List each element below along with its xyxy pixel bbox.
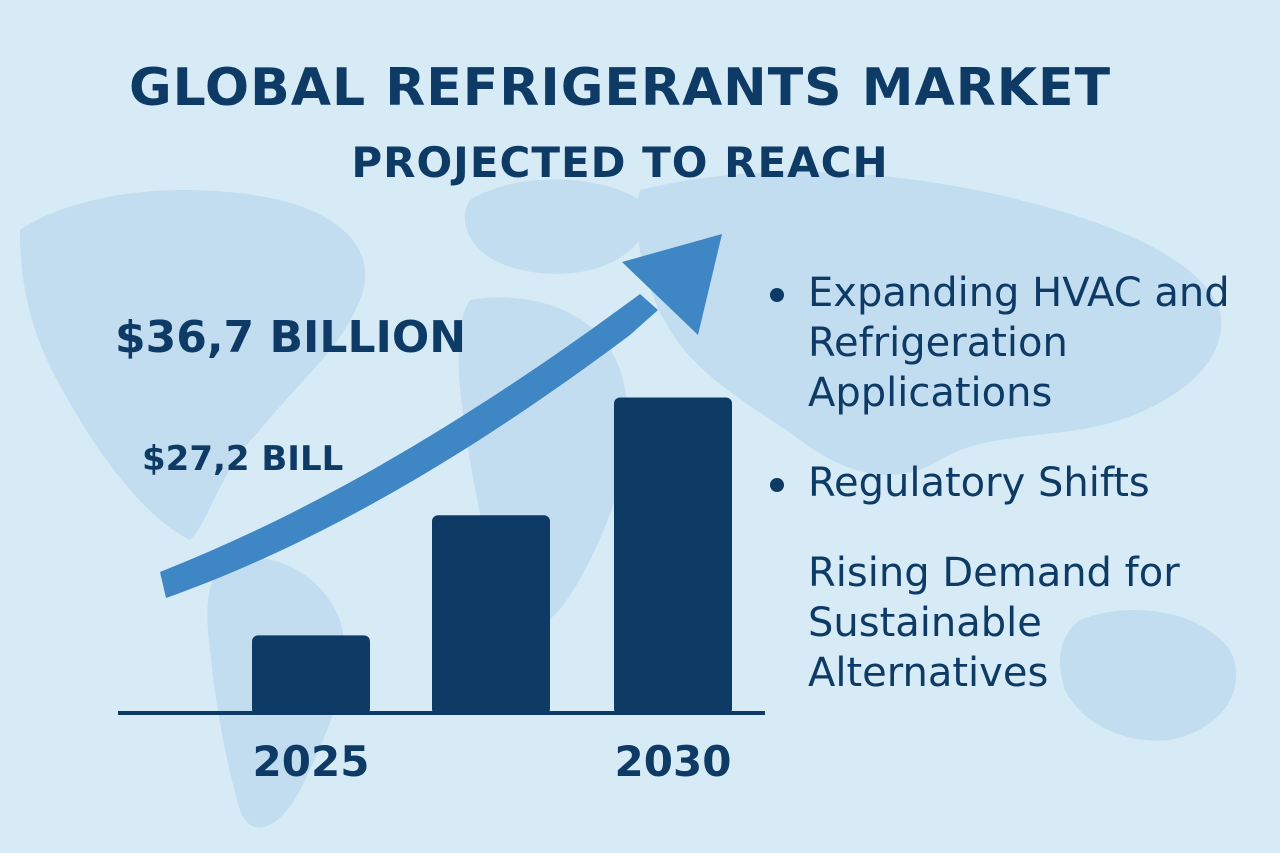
bullet-dot-icon — [770, 288, 784, 302]
driver-text: Expanding HVAC and Refrigeration Applica… — [808, 270, 1230, 416]
bar-3 — [614, 397, 732, 715]
bar-2 — [432, 515, 550, 715]
driver-item-hvac: Expanding HVAC and Refrigeration Applica… — [770, 268, 1250, 418]
trend-arrow-head — [622, 234, 722, 335]
driver-item-sustainable: Rising Demand for Sustainable Alternativ… — [770, 548, 1250, 698]
trend-arrow-shaft — [160, 294, 658, 598]
page-title: GLOBAL REFRIGERANTS MARKET — [128, 58, 1112, 118]
value-label-2025: $27,2 BILL — [142, 439, 343, 479]
x-tick-label: 2025 — [253, 737, 370, 786]
drivers-list: Expanding HVAC and Refrigeration Applica… — [770, 268, 1250, 698]
bullet-dot-icon — [770, 478, 784, 492]
growth-trend-arrow — [160, 234, 722, 598]
value-label-2030: $36,7 BILLION — [115, 312, 466, 363]
driver-item-regulatory: Regulatory Shifts — [770, 458, 1250, 508]
driver-text: Rising Demand for Sustainable Alternativ… — [808, 550, 1180, 696]
x-tick-label: 2030 — [615, 737, 732, 786]
page-subtitle: PROJECTED TO REACH — [351, 138, 889, 187]
bar-1 — [252, 635, 370, 715]
driver-text: Regulatory Shifts — [808, 460, 1150, 506]
